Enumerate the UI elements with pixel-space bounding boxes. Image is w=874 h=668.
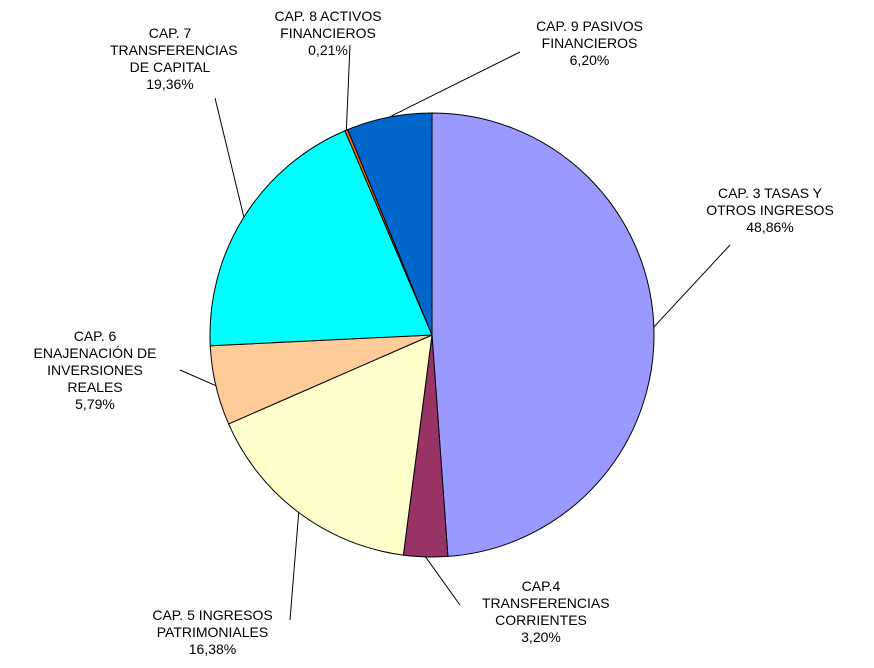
- leader-line: [345, 44, 351, 131]
- value-label: 3,20%: [521, 629, 561, 645]
- value-label: 6,20%: [569, 52, 610, 68]
- pie-slice: [347, 112, 433, 336]
- value-label: 48,86%: [746, 219, 794, 235]
- pie-slice: [227, 334, 433, 556]
- leader-line: [179, 369, 217, 387]
- category-label: CAP. 9 PASIVOS FINANCIEROS: [536, 18, 643, 51]
- slice-label: CAP. 8 ACTIVOS FINANCIEROS 0,21%: [262, 8, 394, 59]
- leader-line: [388, 51, 521, 118]
- value-label: 16,38%: [188, 641, 237, 657]
- value-label: 5,79%: [75, 396, 115, 412]
- leader-line: [289, 512, 300, 621]
- leader-line: [653, 244, 731, 328]
- value-label: 0,21%: [308, 42, 348, 58]
- category-label: CAP. 8 ACTIVOS FINANCIEROS: [274, 8, 382, 41]
- category-label: CAP. 6 ENAJENACIÓN DE INVERSIONES REALES: [33, 328, 157, 395]
- pie-slice: [431, 112, 655, 557]
- leader-line: [214, 97, 245, 218]
- slice-label: CAP. 6 ENAJENACIÓN DE INVERSIONES REALES…: [30, 328, 160, 413]
- category-label: CAP. 3 TASAS Y OTROS INGRESOS: [706, 185, 834, 218]
- category-label: CAP. 7 TRANSFERENCIAS DE CAPITAL: [110, 25, 238, 75]
- slice-label: CAP. 7 TRANSFERENCIAS DE CAPITAL 19,36%: [110, 25, 238, 93]
- value-label: 19,36%: [146, 76, 194, 92]
- slice-label: CAP. 3 TASAS Y OTROS INGRESOS 48,86%: [700, 185, 840, 236]
- leader-line: [425, 556, 461, 606]
- slice-label: CAP.4 TRANSFERENCIAS CORRIENTES 3,20%: [482, 578, 610, 646]
- slice-label: CAP. 5 INGRESOS PATRIMONIALES 16,38%: [140, 607, 285, 658]
- category-label: CAP. 5 INGRESOS PATRIMONIALES: [152, 607, 273, 640]
- category-label: CAP.4 TRANSFERENCIAS CORRIENTES: [482, 578, 610, 628]
- slice-label: CAP. 9 PASIVOS FINANCIEROS 6,20%: [522, 18, 657, 69]
